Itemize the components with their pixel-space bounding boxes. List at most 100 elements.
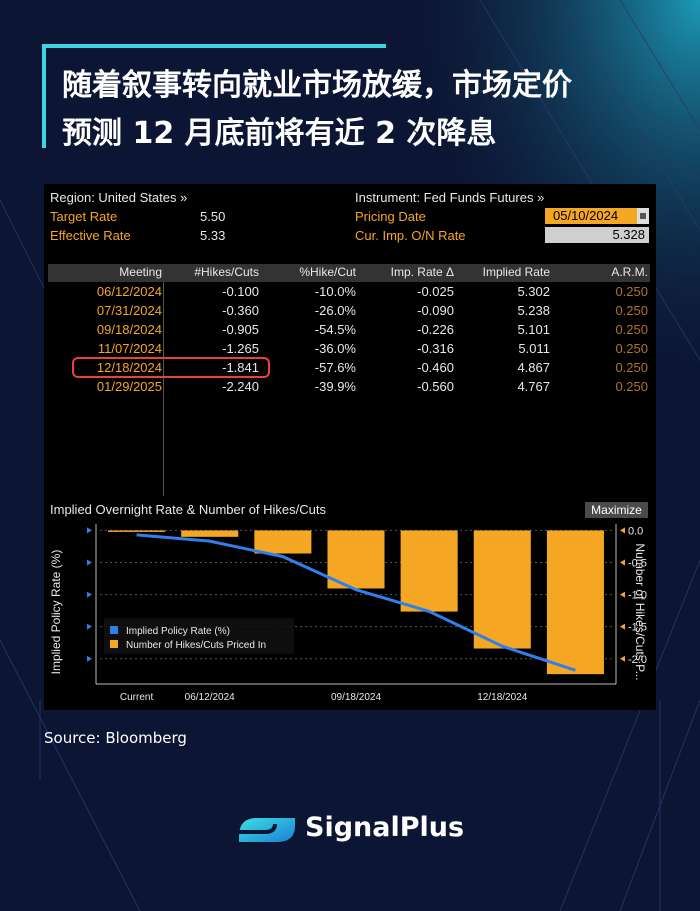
table-cell: -1.265 <box>222 341 259 356</box>
right-tick-marker <box>620 623 625 630</box>
table-cell: -0.025 <box>417 284 454 299</box>
calendar-icon[interactable] <box>637 208 649 224</box>
table-cell: 5.011 <box>518 341 550 356</box>
bar-06/12/2024 <box>181 530 239 537</box>
column-header[interactable]: A.R.M. <box>611 265 648 279</box>
table-header-bar <box>48 264 650 282</box>
bloomberg-terminal-panel: Region: United States » Instrument: Fed … <box>44 184 656 710</box>
brand-logo: SignalPlus <box>235 806 475 854</box>
legend-line-label: Implied Policy Rate (%) <box>126 626 230 637</box>
column-header[interactable]: Meeting <box>119 265 162 279</box>
headline-accent-left <box>42 44 46 148</box>
table-cell: -0.226 <box>417 322 454 337</box>
table-cell: -0.100 <box>222 284 259 299</box>
headline: 随着叙事转向就业市场放缓，市场定价 预测 12 月底前将有近 2 次降息 <box>42 44 662 151</box>
maximize-button[interactable]: Maximize <box>585 502 648 518</box>
table-cell: -1.841 <box>222 360 259 375</box>
table-cell: -26.0% <box>314 303 356 318</box>
headline-line-2: 预测 12 月底前将有近 2 次降息 <box>62 116 497 151</box>
column-header[interactable]: Imp. Rate Δ <box>390 265 454 279</box>
left-tick-marker <box>87 591 92 598</box>
source-note: Source: Bloomberg <box>44 729 187 747</box>
x-tick-label: 09/18/2024 <box>331 692 381 703</box>
legend-bar-swatch <box>110 640 118 648</box>
right-tick-label: -1.0 <box>628 590 647 602</box>
table-cell: -0.905 <box>222 322 259 337</box>
meeting-date-cell[interactable]: 12/18/2024 <box>96 360 162 375</box>
table-divider <box>163 282 164 496</box>
instrument-selector[interactable]: Instrument: Fed Funds Futures » <box>355 190 545 205</box>
table-cell: -0.316 <box>417 341 454 356</box>
table-cell: 5.302 <box>517 284 550 299</box>
legend-bar-label: Number of Hikes/Cuts Priced In <box>126 640 266 651</box>
table-cell: -0.360 <box>222 303 259 318</box>
right-tick-label: -0.5 <box>628 558 647 570</box>
table-cell: 4.767 <box>517 379 550 394</box>
effective-rate-label: Effective Rate <box>50 228 131 243</box>
table-cell: 0.250 <box>615 360 648 375</box>
table-cell: 0.250 <box>615 284 648 299</box>
implied-rate-line <box>136 533 576 672</box>
meeting-date-cell[interactable]: 07/31/2024 <box>96 303 162 318</box>
left-axis-label: Implied Policy Rate (%) <box>49 550 63 675</box>
meeting-date-cell[interactable]: 09/18/2024 <box>96 322 162 337</box>
cur-imp-rate-value: 5.328 <box>545 227 649 243</box>
column-header[interactable]: #Hikes/Cuts <box>194 265 259 279</box>
column-header[interactable]: %Hike/Cut <box>299 265 356 279</box>
table-cell: -54.5% <box>314 322 356 337</box>
meeting-date-cell[interactable]: 01/29/2025 <box>96 379 162 394</box>
pricing-date-label: Pricing Date <box>355 209 426 224</box>
left-tick-marker <box>87 527 92 534</box>
bar-Current <box>108 530 166 532</box>
x-tick-label: 12/18/2024 <box>477 692 527 703</box>
table-cell: 5.238 <box>517 303 550 318</box>
bar-01/29/2025 <box>546 530 604 675</box>
right-tick-label: -1.5 <box>628 622 647 634</box>
right-tick-label: 0.0 <box>628 525 643 537</box>
right-tick-marker <box>620 527 625 534</box>
cur-imp-rate-label: Cur. Imp. O/N Rate <box>355 228 466 243</box>
target-rate-label: Target Rate <box>50 209 118 224</box>
left-tick-marker <box>87 655 92 662</box>
right-tick-label: -2.0 <box>628 654 647 666</box>
meeting-date-cell[interactable]: 06/12/2024 <box>96 284 162 299</box>
pricing-date-input[interactable]: 05/10/2024 <box>545 208 649 224</box>
table-cell: 5.101 <box>517 322 550 337</box>
table-cell: -0.460 <box>417 360 454 375</box>
bar-09/18/2024 <box>327 530 385 589</box>
table-cell: 0.250 <box>615 379 648 394</box>
table-cell: 0.250 <box>615 341 648 356</box>
table-cell: 0.250 <box>615 303 648 318</box>
table-cell: -10.0% <box>314 284 356 299</box>
right-tick-marker <box>620 655 625 662</box>
right-axis-label: Number of Hikes/Cuts P... <box>633 543 647 680</box>
highlight-box-dec-meeting <box>72 357 270 378</box>
chart-title: Implied Overnight Rate & Number of Hikes… <box>50 502 326 517</box>
bar-07/31/2024 <box>254 530 312 554</box>
table-cell: 0.250 <box>615 322 648 337</box>
target-rate-value: 5.50 <box>200 209 226 224</box>
table-cell: -2.240 <box>222 379 259 394</box>
signalplus-logo-icon <box>235 818 295 842</box>
table-cell: 4.867 <box>517 360 550 375</box>
headline-line-1: 随着叙事转向就业市场放缓，市场定价 <box>62 68 572 103</box>
column-header[interactable]: Implied Rate <box>482 265 550 279</box>
bar-11/07/2024 <box>400 530 458 612</box>
meeting-date-cell[interactable]: 11/07/2024 <box>97 341 162 356</box>
legend-line-swatch <box>110 626 118 634</box>
implied-rate-chart: Implied Policy Rate (%) Number of Hikes/… <box>49 524 647 703</box>
table-cell: -36.0% <box>314 341 356 356</box>
table-cell: -57.6% <box>314 360 356 375</box>
left-tick-marker <box>87 559 92 566</box>
x-tick-label: 06/12/2024 <box>185 692 235 703</box>
x-tick-label: Current <box>120 692 154 703</box>
bar-12/18/2024 <box>473 530 531 649</box>
effective-rate-value: 5.33 <box>200 228 226 243</box>
region-selector[interactable]: Region: United States » <box>50 190 188 205</box>
table-cell: -0.090 <box>417 303 454 318</box>
brand-name: SignalPlus <box>305 812 465 843</box>
chart-legend: Implied Policy Rate (%) Number of Hikes/… <box>104 618 294 654</box>
headline-accent-top <box>42 44 386 48</box>
right-tick-marker <box>620 591 625 598</box>
table-cell: -39.9% <box>314 379 356 394</box>
